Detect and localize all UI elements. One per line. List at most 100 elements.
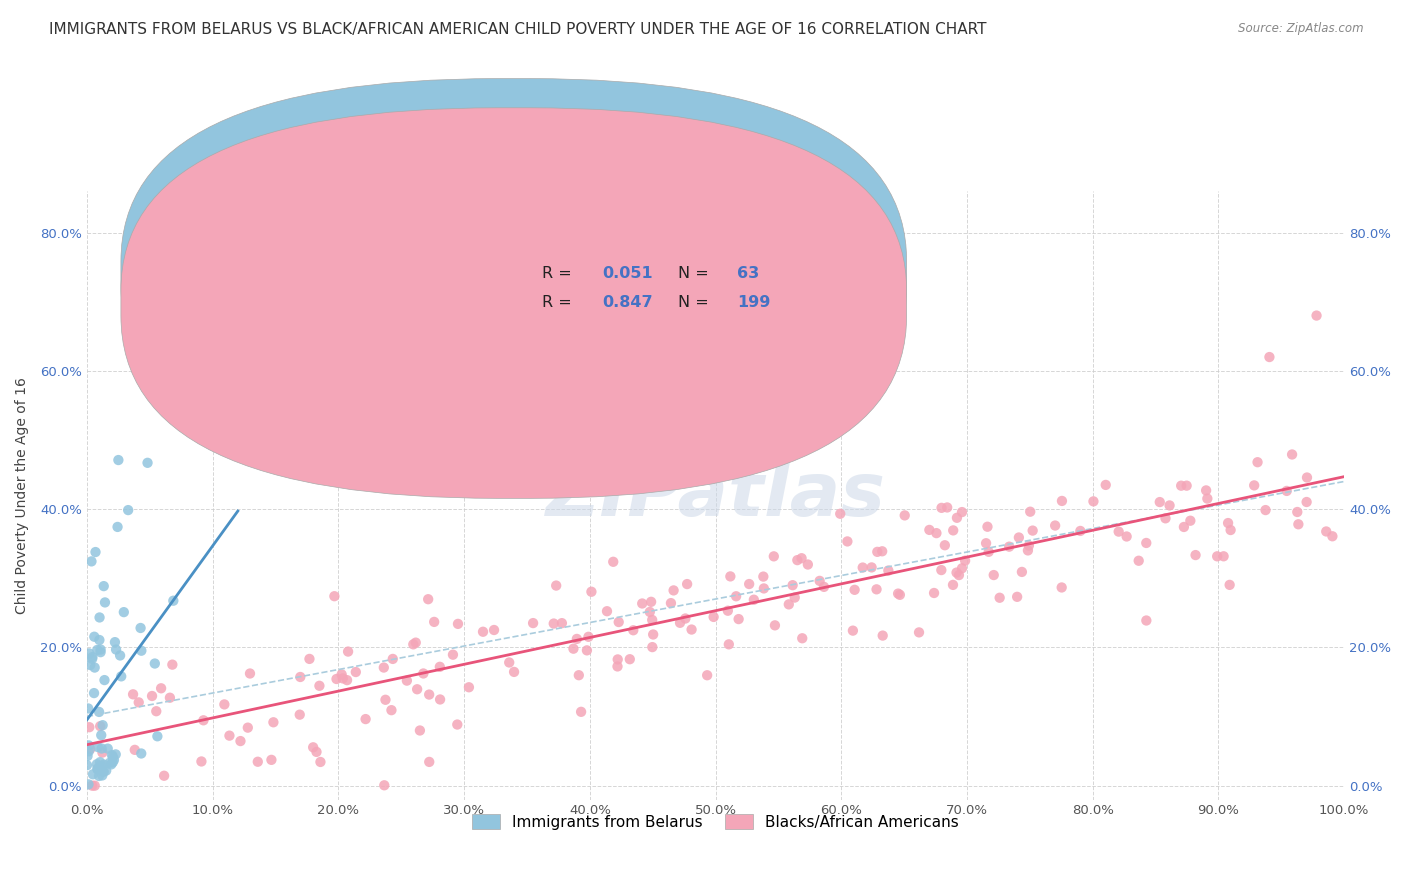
Point [977,545,1000,559]
Point [82,652,104,666]
Point [727,612,749,626]
Point [93,757,115,772]
Point [877,564,900,578]
Point [93,764,115,779]
Point [1216,516,1239,530]
Point [108,648,131,663]
Point [409,723,432,738]
Point [681,623,703,637]
Point [946,510,969,524]
Point [77,739,100,753]
Point [783,591,806,605]
Legend: Immigrants from Belarus, Blacks/African Americans: Immigrants from Belarus, Blacks/African … [465,807,965,836]
Point [323,589,346,603]
Point [1149,495,1171,509]
Point [79,720,101,734]
Text: 0.051: 0.051 [602,266,652,281]
Point [129,621,152,635]
Point [1315,524,1337,539]
Point [472,624,495,639]
Point [98,756,121,770]
Point [1019,505,1042,519]
Point [641,613,664,627]
Point [80,554,103,568]
Point [93,673,115,687]
Text: IMMIGRANTS FROM BELARUS VS BLACK/AFRICAN AMERICAN CHILD POVERTY UNDER THE AGE OF: IMMIGRANTS FROM BELARUS VS BLACK/AFRICAN… [49,22,987,37]
Point [778,598,800,612]
Point [405,635,427,649]
Point [659,596,682,610]
Point [87,769,110,783]
Point [643,627,665,641]
Point [246,755,269,769]
Point [1008,531,1031,545]
Text: 0.847: 0.847 [602,295,652,310]
Text: N =: N = [678,295,714,310]
Point [79,742,101,756]
Point [606,652,628,666]
Point [790,551,813,566]
Point [104,747,127,762]
Point [1286,517,1309,532]
Point [1018,539,1040,553]
Point [546,578,568,592]
Point [619,652,641,666]
FancyBboxPatch shape [121,108,907,499]
Point [79,658,101,673]
Point [953,554,976,568]
Point [945,566,967,580]
Point [718,569,741,583]
Point [752,582,775,596]
Point [83,630,105,644]
Point [374,693,396,707]
Y-axis label: Child Poverty Under the Age of 16: Child Poverty Under the Age of 16 [15,377,30,614]
Point [97,741,120,756]
Point [89,755,111,769]
Point [344,665,367,679]
Point [738,577,761,591]
Point [565,632,588,646]
Point [808,574,831,588]
Point [141,689,163,703]
Point [669,615,692,630]
Point [1219,523,1241,537]
Point [621,624,644,638]
Point [458,680,481,694]
Point [866,545,889,559]
Point [309,755,332,769]
Point [1159,499,1181,513]
Point [1180,514,1202,528]
Point [988,591,1011,605]
Point [763,618,786,632]
Point [124,743,146,757]
Point [1135,536,1157,550]
Point [640,595,662,609]
Point [948,568,970,582]
Point [87,705,110,719]
Point [77,744,100,758]
Point [934,538,956,552]
Point [1069,524,1091,538]
Point [752,569,775,583]
Text: R =: R = [543,266,576,281]
Point [543,616,565,631]
Point [336,673,359,687]
Point [89,632,111,647]
Point [1206,549,1229,564]
Point [606,659,628,673]
Point [86,762,108,776]
Point [122,687,145,701]
Point [76,749,98,764]
Point [1322,529,1344,543]
Point [305,745,328,759]
Point [1258,350,1281,364]
Point [942,524,965,538]
Point [908,625,931,640]
Point [1011,565,1033,579]
Point [260,753,283,767]
Point [673,611,696,625]
Point [150,681,173,696]
Point [1154,511,1177,525]
Point [447,616,470,631]
Point [337,644,360,658]
